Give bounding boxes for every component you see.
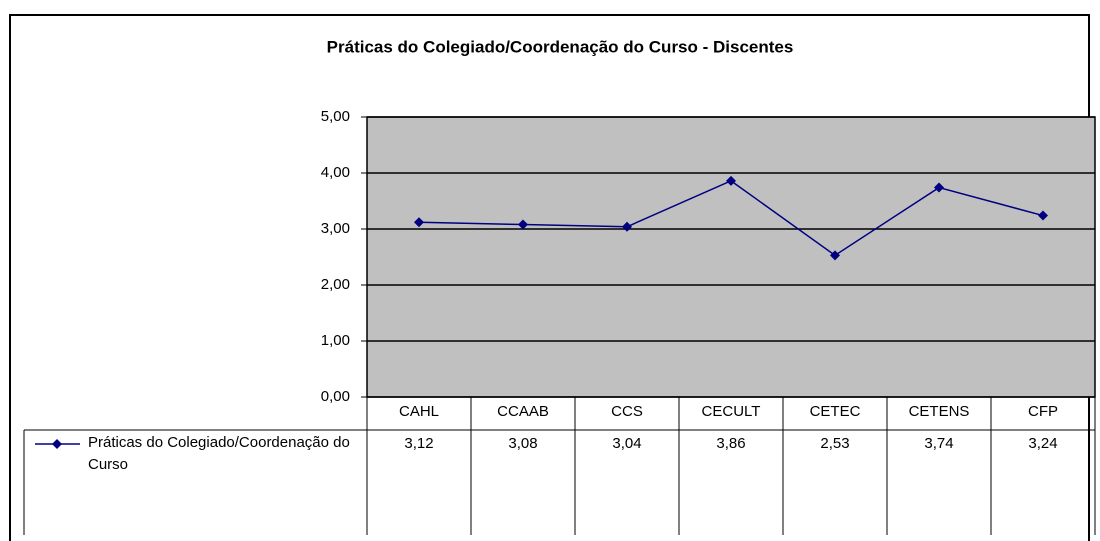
legend-label-box: Práticas do Colegiado/Coordenação do Cur… [88, 434, 350, 473]
chart-title: Práticas do Colegiado/Coordenação do Cur… [327, 37, 794, 56]
line-marker [934, 182, 944, 193]
data-table-value: 3,86 [716, 435, 745, 452]
data-table-value: 3,74 [924, 435, 953, 452]
plot-area [366, 116, 1096, 398]
data-table-value: 3,24 [1028, 435, 1057, 452]
x-tick-label: CCAAB [497, 403, 549, 420]
data-table-value: 3,08 [508, 435, 537, 452]
line-marker [414, 217, 424, 228]
y-tick-label: 2,00 [321, 276, 350, 293]
y-tick-label: 3,00 [321, 220, 350, 237]
line-marker [830, 250, 840, 261]
x-tick-label: CAHL [399, 403, 439, 420]
y-tick-label: 4,00 [321, 164, 350, 181]
data-table-value: 2,53 [820, 435, 849, 452]
x-tick-label: CECULT [702, 403, 761, 420]
x-tick-label: CETENS [909, 403, 970, 420]
legend-marker [52, 439, 62, 449]
line-marker [726, 175, 736, 186]
y-tick-label: 5,00 [321, 108, 350, 125]
line-marker [518, 219, 528, 230]
x-tick-label: CFP [1028, 403, 1058, 420]
x-tick-label: CCS [611, 403, 643, 420]
y-tick-label: 0,00 [321, 388, 350, 405]
data-table-value: 3,12 [404, 435, 433, 452]
line-marker [1038, 210, 1048, 221]
line-marker [622, 221, 632, 232]
data-table-value: 3,04 [612, 435, 641, 452]
legend-label: Práticas do Colegiado/Coordenação do Cur… [88, 434, 350, 473]
x-tick-label: CETEC [810, 403, 861, 420]
y-tick-label: 1,00 [321, 332, 350, 349]
